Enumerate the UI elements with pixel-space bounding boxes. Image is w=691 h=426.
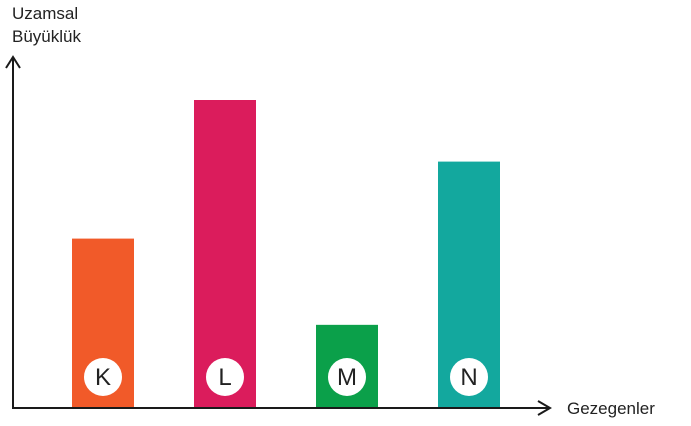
y-axis-arrowhead: [5, 55, 21, 69]
x-axis-arrowhead: [537, 400, 552, 416]
bars-group: K L M N: [72, 100, 500, 408]
bar-label-badge-m: [328, 358, 366, 396]
bar-category-label-l: L: [218, 364, 231, 391]
bar-category-label-m: M: [337, 364, 357, 391]
bar-l: [194, 100, 256, 408]
bar-label-badge-n: [450, 358, 488, 396]
y-axis-label-line-1: Uzamsal: [12, 4, 78, 23]
bar-category-label-k: K: [95, 364, 111, 391]
bar-category-label-n: N: [460, 364, 477, 391]
bar-label-badge-l: [206, 358, 244, 396]
y-axis-label-line-2: Büyüklük: [12, 27, 81, 46]
bar-label-badge-k: [84, 358, 122, 396]
x-axis-label: Gezegenler: [567, 399, 655, 418]
